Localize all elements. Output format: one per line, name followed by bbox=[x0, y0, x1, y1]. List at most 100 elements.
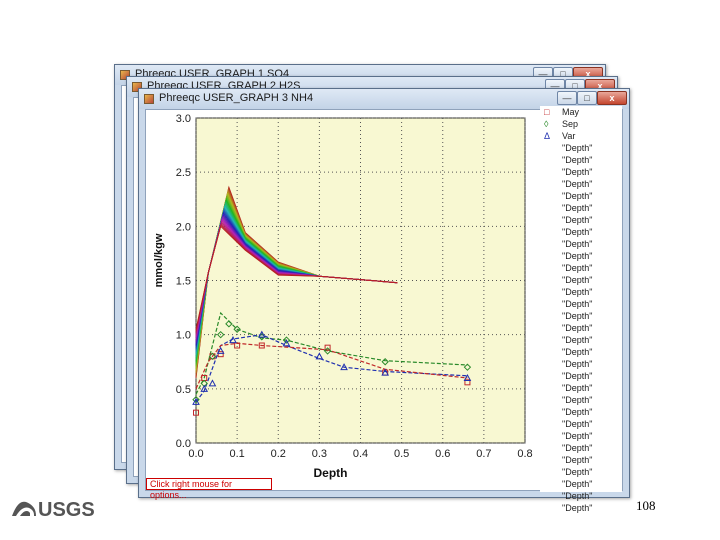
legend-swatch: ◊ bbox=[544, 119, 549, 129]
legend-label: "Depth" bbox=[562, 215, 593, 225]
legend-entry: "Depth" bbox=[544, 202, 592, 214]
legend-entry: "Depth" bbox=[544, 418, 592, 430]
y-tick-label: 0.5 bbox=[176, 384, 191, 396]
legend-label: "Depth" bbox=[562, 419, 593, 429]
may-point bbox=[464, 379, 471, 386]
legend-label: "Depth" bbox=[562, 347, 593, 357]
window-titlebar[interactable]: Phreeqc USER_GRAPH 3 NH4 — □ x bbox=[139, 89, 629, 109]
y-tick-label: 1.5 bbox=[176, 276, 191, 288]
sep-point bbox=[463, 363, 472, 371]
legend-entry: "Depth" bbox=[544, 286, 592, 298]
x-tick-label: 0.4 bbox=[353, 448, 368, 460]
legend-entry: "Depth" bbox=[544, 502, 592, 514]
maximize-button[interactable]: □ bbox=[577, 91, 597, 105]
legend-label: "Depth" bbox=[562, 407, 593, 417]
legend-label: "Depth" bbox=[562, 491, 593, 501]
x-axis-label: Depth bbox=[314, 466, 348, 480]
legend-entry: "Depth" bbox=[544, 334, 592, 346]
app-icon bbox=[120, 70, 130, 80]
legend-entry: "Depth" bbox=[544, 250, 592, 262]
legend-entry: "Depth" bbox=[544, 322, 592, 334]
var-point bbox=[315, 352, 324, 360]
legend-entry: "Depth" bbox=[544, 490, 592, 502]
model-line bbox=[195, 334, 468, 403]
legend-label: "Depth" bbox=[562, 239, 593, 249]
var-point bbox=[381, 368, 390, 376]
legend-entry: "Depth" bbox=[544, 274, 592, 286]
legend-entry: "Depth" bbox=[544, 346, 592, 358]
sep-point bbox=[323, 347, 332, 355]
legend-label: "Depth" bbox=[562, 203, 593, 213]
legend-label: "Depth" bbox=[562, 443, 593, 453]
legend-entry: "Depth" bbox=[544, 406, 592, 418]
may-point bbox=[258, 342, 265, 349]
legend-label: "Depth" bbox=[562, 251, 593, 261]
may-point bbox=[193, 409, 199, 416]
sep-point bbox=[192, 395, 200, 404]
legend-label: "Depth" bbox=[562, 383, 593, 393]
legend-entry: "Depth" bbox=[544, 430, 592, 442]
may-point bbox=[234, 342, 241, 349]
x-tick-label: 0.0 bbox=[188, 448, 203, 460]
legend-entry: "Depth" bbox=[544, 478, 592, 490]
legend-entry: "Depth" bbox=[544, 466, 592, 478]
y-tick-label: 1.0 bbox=[176, 330, 191, 342]
legend-label: "Depth" bbox=[562, 371, 593, 381]
x-tick-label: 0.8 bbox=[517, 448, 532, 460]
var-point bbox=[463, 373, 472, 381]
legend-entry: "Depth" bbox=[544, 154, 592, 166]
minimize-button[interactable]: — bbox=[557, 91, 577, 105]
legend-entry: "Depth" bbox=[544, 226, 592, 238]
var-point bbox=[200, 384, 209, 392]
legend-entry: □ May bbox=[544, 106, 579, 118]
x-tick-label: 0.1 bbox=[229, 448, 244, 460]
model-curve bbox=[195, 225, 398, 330]
legend-label: "Depth" bbox=[562, 263, 593, 273]
legend-label: "Depth" bbox=[562, 311, 593, 321]
legend-label: "Depth" bbox=[562, 191, 593, 201]
var-point bbox=[208, 379, 217, 387]
legend-entry: "Depth" bbox=[544, 214, 592, 226]
sep-point bbox=[282, 336, 291, 344]
app-icon bbox=[132, 82, 142, 92]
legend-label: "Depth" bbox=[562, 287, 593, 297]
sep-point bbox=[233, 325, 241, 333]
window-title: Phreeqc USER_GRAPH 3 NH4 bbox=[159, 92, 314, 104]
x-tick-label: 0.7 bbox=[476, 448, 491, 460]
legend-label: "Depth" bbox=[562, 179, 593, 189]
legend-label: "Depth" bbox=[562, 275, 593, 285]
var-point bbox=[192, 397, 200, 405]
legend-entry: "Depth" bbox=[544, 166, 592, 178]
sep-point bbox=[381, 358, 389, 366]
var-point bbox=[229, 336, 237, 344]
legend-label: "Depth" bbox=[562, 455, 593, 465]
close-button[interactable]: x bbox=[597, 91, 627, 105]
y-axis-label: mmol/kgw bbox=[153, 233, 165, 287]
y-tick-label: 2.5 bbox=[176, 167, 191, 179]
legend-entry: "Depth" bbox=[544, 454, 592, 466]
legend-entry: "Depth" bbox=[544, 238, 592, 250]
sep-point bbox=[208, 352, 217, 361]
var-point bbox=[257, 330, 266, 338]
legend-label: "Depth" bbox=[562, 155, 593, 165]
legend-label: "Depth" bbox=[562, 359, 593, 369]
legend-label: May bbox=[562, 107, 580, 117]
usgs-logo: USGS bbox=[12, 499, 95, 520]
x-tick-label: 0.6 bbox=[435, 448, 450, 460]
legend-swatch: □ bbox=[544, 107, 550, 117]
legend-entry: "Depth" bbox=[544, 178, 592, 190]
sep-point bbox=[216, 330, 225, 339]
legend-entry: "Depth" bbox=[544, 298, 592, 310]
legend-entry: "Depth" bbox=[544, 370, 592, 382]
legend-entry: "Depth" bbox=[544, 142, 592, 154]
sep-point bbox=[225, 320, 233, 328]
legend-label: "Depth" bbox=[562, 467, 593, 477]
legend-swatch: Δ bbox=[544, 131, 551, 141]
legend-entry: "Depth" bbox=[544, 394, 592, 406]
usgs-logo-text: USGS bbox=[38, 499, 95, 520]
legend-label: "Depth" bbox=[562, 395, 593, 405]
var-point bbox=[216, 346, 225, 354]
legend-entry: "Depth" bbox=[544, 262, 592, 274]
chart-legend: □ May ◊ Sep Δ Var "Depth" "Depth" "Depth" "Depth"… bbox=[540, 106, 622, 513]
